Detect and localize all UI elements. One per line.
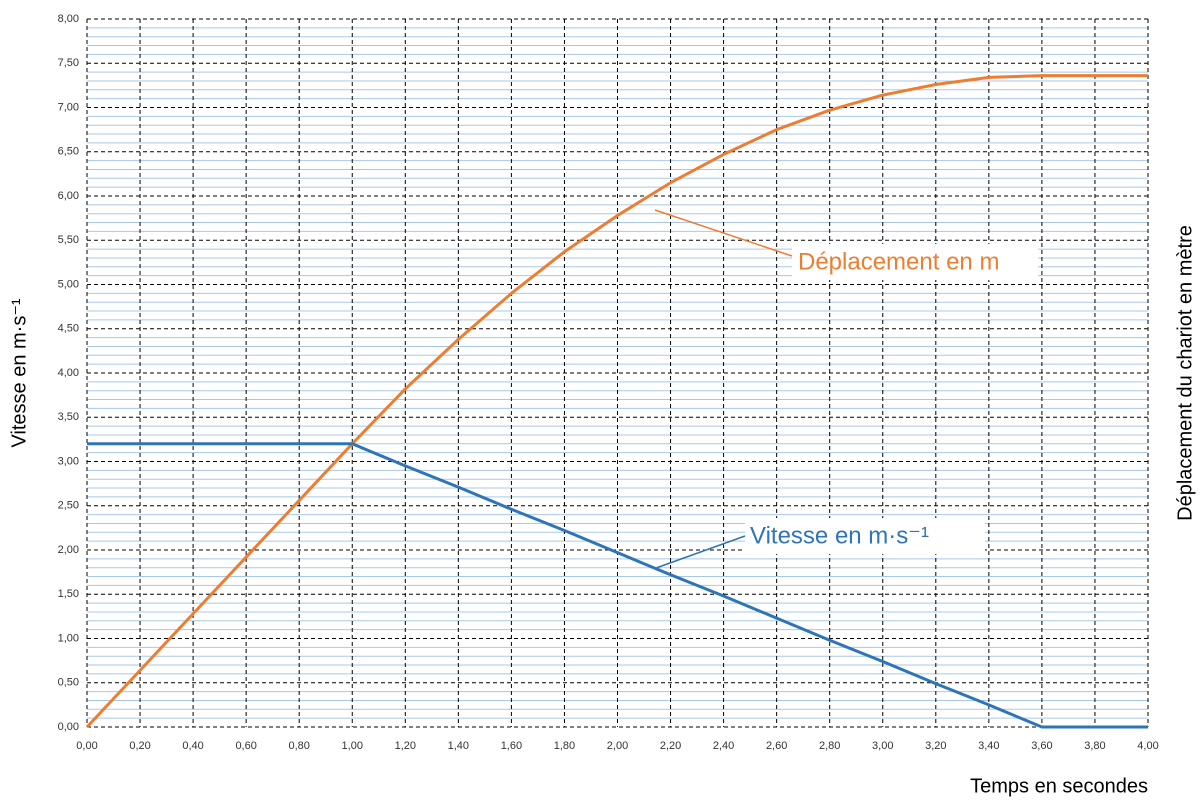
- y-tick-label: 2,50: [58, 500, 79, 512]
- x-tick-label: 2,20: [660, 740, 681, 752]
- x-tick-label: 2,80: [819, 740, 840, 752]
- x-tick-label: 0,60: [235, 740, 256, 752]
- y-tick-label: 0,00: [58, 721, 79, 733]
- x-axis-label: Temps en secondes: [970, 775, 1148, 797]
- x-tick-label: 1,00: [342, 740, 363, 752]
- y-tick-label: 3,50: [58, 411, 79, 423]
- y-tick-label: 3,00: [58, 455, 79, 467]
- y-tick-label: 7,50: [58, 57, 79, 69]
- x-tick-label: 1,60: [501, 740, 522, 752]
- y-tick-label: 4,50: [58, 323, 79, 335]
- y-tick-label: 6,50: [58, 146, 79, 158]
- y-tick-label: 5,00: [58, 278, 79, 290]
- y-tick-label: 7,00: [58, 101, 79, 113]
- series-line: [85, 74, 1148, 729]
- x-tick-label: 1,80: [554, 740, 575, 752]
- annotation-box: [792, 244, 1038, 280]
- x-tick-label: 3,40: [978, 740, 999, 752]
- minor-grid: [87, 27, 1148, 719]
- y-tick-label: 2,00: [58, 544, 79, 556]
- x-tick-label: 3,60: [1031, 740, 1052, 752]
- x-tick-label: 2,40: [713, 740, 734, 752]
- x-tick-label: 3,80: [1084, 740, 1105, 752]
- series-lines: [85, 74, 1148, 729]
- x-tick-label: 2,00: [607, 740, 628, 752]
- y-tick-label: 1,50: [58, 588, 79, 600]
- x-tick-label: 3,00: [872, 740, 893, 752]
- series-line: [87, 442, 1148, 729]
- x-tick-label: 1,40: [448, 740, 469, 752]
- x-tick-label: 1,20: [395, 740, 416, 752]
- y2-axis-label: Déplacement du chariot en mètre: [1174, 225, 1196, 521]
- leader-line: [654, 209, 793, 257]
- x-tick-label: 0,20: [129, 740, 150, 752]
- x-tick-label: 4,00: [1137, 740, 1158, 752]
- leader-line: [655, 535, 746, 569]
- x-tick-label: 0,80: [288, 740, 309, 752]
- x-tick-label: 0,40: [182, 740, 203, 752]
- annotation: Déplacement en m: [798, 248, 999, 275]
- y-axis-label: Vitesse en m·s⁻¹: [8, 298, 30, 447]
- y-tick-label: 0,50: [58, 677, 79, 689]
- y-tick-label: 4,00: [58, 367, 79, 379]
- annotation: Vitesse en m·s⁻¹: [750, 522, 929, 549]
- y-tick-label: 8,00: [58, 13, 79, 25]
- y-tick-label: 6,00: [58, 190, 79, 202]
- x-tick-label: 3,20: [925, 740, 946, 752]
- x-tick-label: 2,60: [766, 740, 787, 752]
- major-grid: [86, 18, 1149, 728]
- y-tick-label: 5,50: [58, 234, 79, 246]
- x-tick-label: 0,00: [76, 740, 97, 752]
- y-tick-label: 1,00: [58, 632, 79, 644]
- annotation-box: [745, 518, 985, 554]
